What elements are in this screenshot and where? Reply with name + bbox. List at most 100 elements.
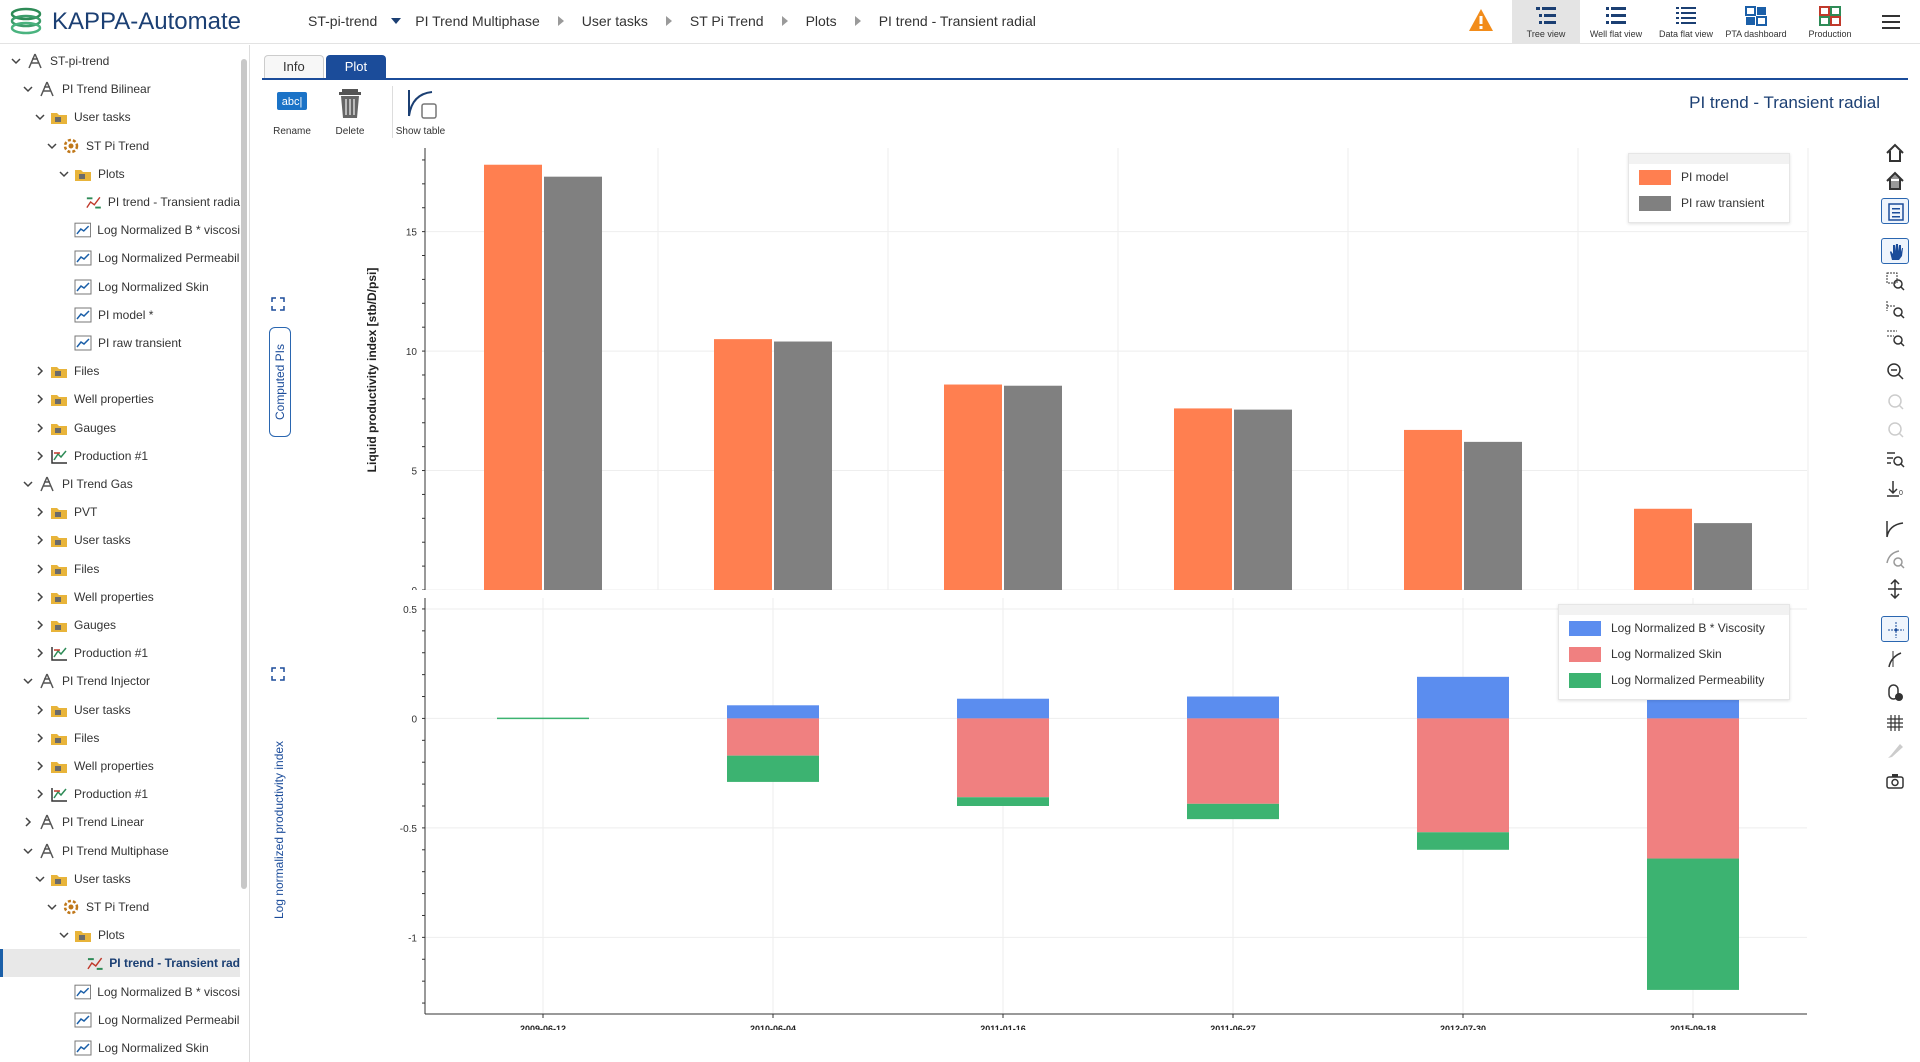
tree-node[interactable]: PI Trend Linear	[0, 808, 240, 836]
vertical-resize-button[interactable]	[1881, 576, 1909, 602]
breadcrumb-item-user-tasks[interactable]: User tasks	[581, 13, 648, 29]
chevron-down-icon[interactable]	[22, 83, 34, 95]
tree-node[interactable]: Files	[0, 555, 240, 583]
chevron-right-icon[interactable]	[34, 506, 46, 518]
tree-node[interactable]: Well properties	[0, 385, 240, 413]
tree-node[interactable]: Well properties	[0, 583, 240, 611]
curve-zoom-button[interactable]	[1881, 546, 1909, 572]
tree-node[interactable]: Gauges	[0, 611, 240, 639]
tree-node[interactable]: Log Normalized B * viscosi	[0, 216, 240, 244]
zoom-out-button[interactable]	[1881, 358, 1909, 384]
chevron-right-icon[interactable]	[34, 450, 46, 462]
tree-node[interactable]: ST-pi-trend	[0, 47, 240, 75]
chevron-right-icon[interactable]	[34, 422, 46, 434]
expand-icon[interactable]	[271, 667, 285, 681]
sidebar-scrollbar-thumb[interactable]	[241, 59, 247, 889]
chevron-right-icon[interactable]	[34, 647, 46, 659]
app-title[interactable]: KAPPA-Automate	[52, 8, 241, 35]
tree-node[interactable]: Plots	[0, 160, 240, 188]
expand-icon[interactable]	[271, 297, 285, 311]
tree-node[interactable]: User tasks	[0, 526, 240, 554]
zoom-to-selection-button[interactable]	[1881, 446, 1909, 472]
reset-view-button[interactable]	[1881, 140, 1909, 166]
box-zoom-button[interactable]	[1881, 268, 1909, 294]
tree-view-button[interactable]: Tree view	[1512, 0, 1580, 44]
chevron-right-icon[interactable]	[34, 365, 46, 377]
legend-toggle-button[interactable]	[1881, 198, 1909, 224]
redo-zoom-button[interactable]	[1881, 416, 1909, 442]
tree-node[interactable]: User tasks	[0, 696, 240, 724]
chevron-right-icon[interactable]	[34, 534, 46, 546]
y-zoom-button[interactable]	[1881, 324, 1909, 350]
tree-node[interactable]: Well properties	[0, 752, 240, 780]
legend-item-permeability[interactable]: Log Normalized Permeability	[1559, 667, 1789, 693]
tree-node[interactable]: User tasks	[0, 103, 240, 131]
chevron-right-icon[interactable]	[34, 619, 46, 631]
tree-node[interactable]: Log Normalized B * viscosi	[0, 978, 240, 1006]
tree-node[interactable]: PI Trend Injector	[0, 667, 240, 695]
chevron-down-icon[interactable]	[34, 111, 46, 123]
delete-button[interactable]: Delete	[322, 86, 378, 138]
chevron-right-icon[interactable]	[34, 393, 46, 405]
data-flat-view-button[interactable]: Data flat view	[1652, 0, 1720, 44]
home-all-button[interactable]	[1881, 168, 1909, 194]
tree-node[interactable]: PI Trend Multiphase	[0, 837, 240, 865]
chevron-right-icon[interactable]	[34, 704, 46, 716]
chevron-right-icon[interactable]	[22, 816, 34, 828]
tree-node[interactable]: Log Normalized Skin	[0, 1034, 240, 1062]
zero-axis-button[interactable]: 0	[1881, 476, 1909, 502]
legend-drag-handle[interactable]	[1559, 605, 1789, 615]
tree-node[interactable]: Log Normalized Permeabil	[0, 244, 240, 272]
tree-node[interactable]: Production #1	[0, 442, 240, 470]
mouse-settings-button[interactable]	[1881, 680, 1909, 706]
chevron-down-icon[interactable]	[391, 18, 402, 24]
pan-button[interactable]	[1881, 238, 1909, 264]
x-zoom-button[interactable]	[1881, 296, 1909, 322]
tangent-tool-button[interactable]	[1881, 646, 1909, 672]
warning-icon[interactable]	[1468, 8, 1494, 32]
chevron-down-icon[interactable]	[34, 873, 46, 885]
tree-node[interactable]: Gauges	[0, 414, 240, 442]
chevron-right-icon[interactable]	[34, 591, 46, 603]
tree-node[interactable]: PI raw transient	[0, 329, 240, 357]
tree-node[interactable]: Plots	[0, 921, 240, 949]
chevron-down-icon[interactable]	[46, 140, 58, 152]
legend-item-b-viscosity[interactable]: Log Normalized B * Viscosity	[1559, 615, 1789, 641]
pi-trend-bar-chart[interactable]: 0 5 10 15 Liquid productivity index [stb/D/p…	[262, 140, 1822, 590]
draw-tool-button[interactable]	[1881, 738, 1909, 764]
chevron-right-icon[interactable]	[34, 760, 46, 772]
legend-item-pi-raw-transient[interactable]: PI raw transient	[1629, 190, 1789, 216]
production-button[interactable]: Production	[1796, 0, 1864, 44]
tree-node[interactable]: Production #1	[0, 780, 240, 808]
well-flat-view-button[interactable]: Well flat view	[1582, 0, 1650, 44]
crosshair-button[interactable]	[1881, 616, 1909, 642]
sidebar-scrollbar[interactable]	[240, 49, 248, 1059]
pta-dashboard-button[interactable]: PTA dashboard	[1722, 0, 1790, 44]
breadcrumb-item-well[interactable]: PI Trend Multiphase	[415, 13, 540, 29]
tree-node[interactable]: User tasks	[0, 865, 240, 893]
hamburger-menu-icon[interactable]	[1880, 12, 1902, 32]
chevron-down-icon[interactable]	[10, 55, 22, 67]
legend-item-skin[interactable]: Log Normalized Skin	[1559, 641, 1789, 667]
tree-node[interactable]: Log Normalized Permeabil	[0, 1006, 240, 1034]
tree-node[interactable]: PI model *	[0, 301, 240, 329]
breadcrumb-item-plots[interactable]: Plots	[805, 13, 837, 29]
chevron-down-icon[interactable]	[22, 675, 34, 687]
tree-node[interactable]: Log Normalized Skin	[0, 273, 240, 301]
chevron-down-icon[interactable]	[58, 929, 70, 941]
tree-node[interactable]: Files	[0, 357, 240, 385]
grid-toggle-button[interactable]	[1881, 710, 1909, 736]
tree-node[interactable]: PI trend - Transient rad	[0, 949, 240, 978]
chevron-right-icon[interactable]	[34, 788, 46, 800]
chevron-right-icon[interactable]	[34, 732, 46, 744]
breadcrumb-item-task[interactable]: ST Pi Trend	[689, 13, 764, 29]
show-table-button[interactable]: Show table	[392, 86, 448, 138]
breadcrumb-item-field[interactable]: ST-pi-trend	[308, 13, 378, 29]
undo-zoom-button[interactable]	[1881, 388, 1909, 414]
tree-node[interactable]: ST Pi Trend	[0, 893, 240, 921]
tab-plot[interactable]: Plot	[325, 55, 387, 79]
tree-node[interactable]: Production #1	[0, 639, 240, 667]
chevron-down-icon[interactable]	[46, 901, 58, 913]
tree-node[interactable]: PI trend - Transient radia	[0, 188, 240, 216]
breadcrumb-item-current[interactable]: PI trend - Transient radial	[878, 13, 1036, 29]
